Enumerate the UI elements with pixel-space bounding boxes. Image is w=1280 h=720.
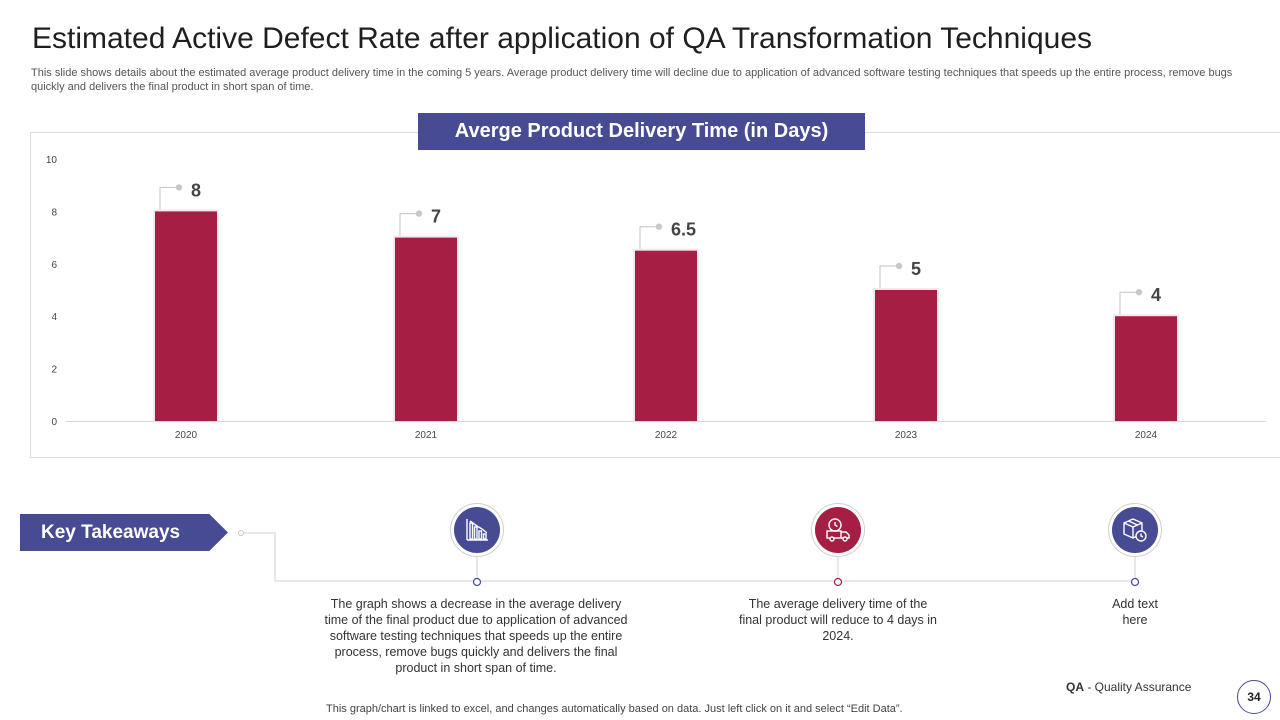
- y-tick-label: 10: [46, 155, 58, 166]
- slide-subtitle: This slide shows details about the estim…: [31, 67, 1233, 93]
- delivery-truck-clock-icon: [815, 507, 861, 553]
- data-label-leader: [399, 213, 419, 236]
- y-tick-label: 2: [51, 365, 57, 376]
- data-label: 7: [431, 207, 441, 227]
- data-label: 5: [911, 259, 921, 279]
- bar: [155, 211, 217, 421]
- slide-title: Estimated Active Defect Rate after appli…: [32, 22, 1093, 55]
- data-label: 8: [191, 180, 201, 200]
- data-label-leader: [159, 186, 179, 210]
- data-label: 4: [1151, 285, 1161, 305]
- data-label-dot: [175, 184, 183, 191]
- y-tick-label: 6: [51, 260, 57, 271]
- x-tick-label: 2023: [895, 430, 918, 441]
- data-label: 6.5: [671, 220, 696, 240]
- y-tick-label: 8: [51, 207, 57, 218]
- data-label-leader: [879, 265, 899, 288]
- page-number: 34: [1237, 680, 1271, 714]
- qa-full-label: - Quality Assurance: [1084, 680, 1192, 694]
- data-label-dot: [415, 210, 423, 217]
- data-label-dot: [1135, 289, 1143, 296]
- bar: [1115, 316, 1177, 421]
- declining-chart-icon: [454, 507, 500, 553]
- data-label-leader: [639, 226, 659, 249]
- qa-abbreviation: QA: [1066, 680, 1084, 694]
- data-label-dot: [895, 262, 903, 270]
- bar: [395, 237, 457, 421]
- takeaway-text-3: Add text here: [1112, 597, 1158, 627]
- package-clock-icon: [1112, 507, 1158, 553]
- bar: [875, 290, 937, 421]
- bar: [635, 250, 697, 421]
- x-tick-label: 2022: [655, 430, 678, 441]
- x-tick-label: 2020: [175, 430, 198, 441]
- y-tick-label: 0: [51, 417, 57, 428]
- data-label-dot: [655, 223, 663, 230]
- chart-title: Averge Product Delivery Time (in Days): [418, 113, 865, 150]
- takeaway-text-1: The graph shows a decrease in the averag…: [324, 597, 628, 675]
- takeaway-text-2: The average delivery time of the final p…: [738, 597, 938, 643]
- footer-qa-note: QA - Quality Assurance: [1066, 680, 1191, 694]
- data-label-leader: [1119, 291, 1139, 315]
- y-tick-label: 4: [51, 312, 57, 323]
- x-tick-label: 2021: [415, 430, 438, 441]
- edit-data-note: This graph/chart is linked to excel, and…: [326, 703, 903, 715]
- x-tick-label: 2024: [1135, 430, 1158, 441]
- key-takeaways-label: Key Takeaways: [20, 514, 228, 551]
